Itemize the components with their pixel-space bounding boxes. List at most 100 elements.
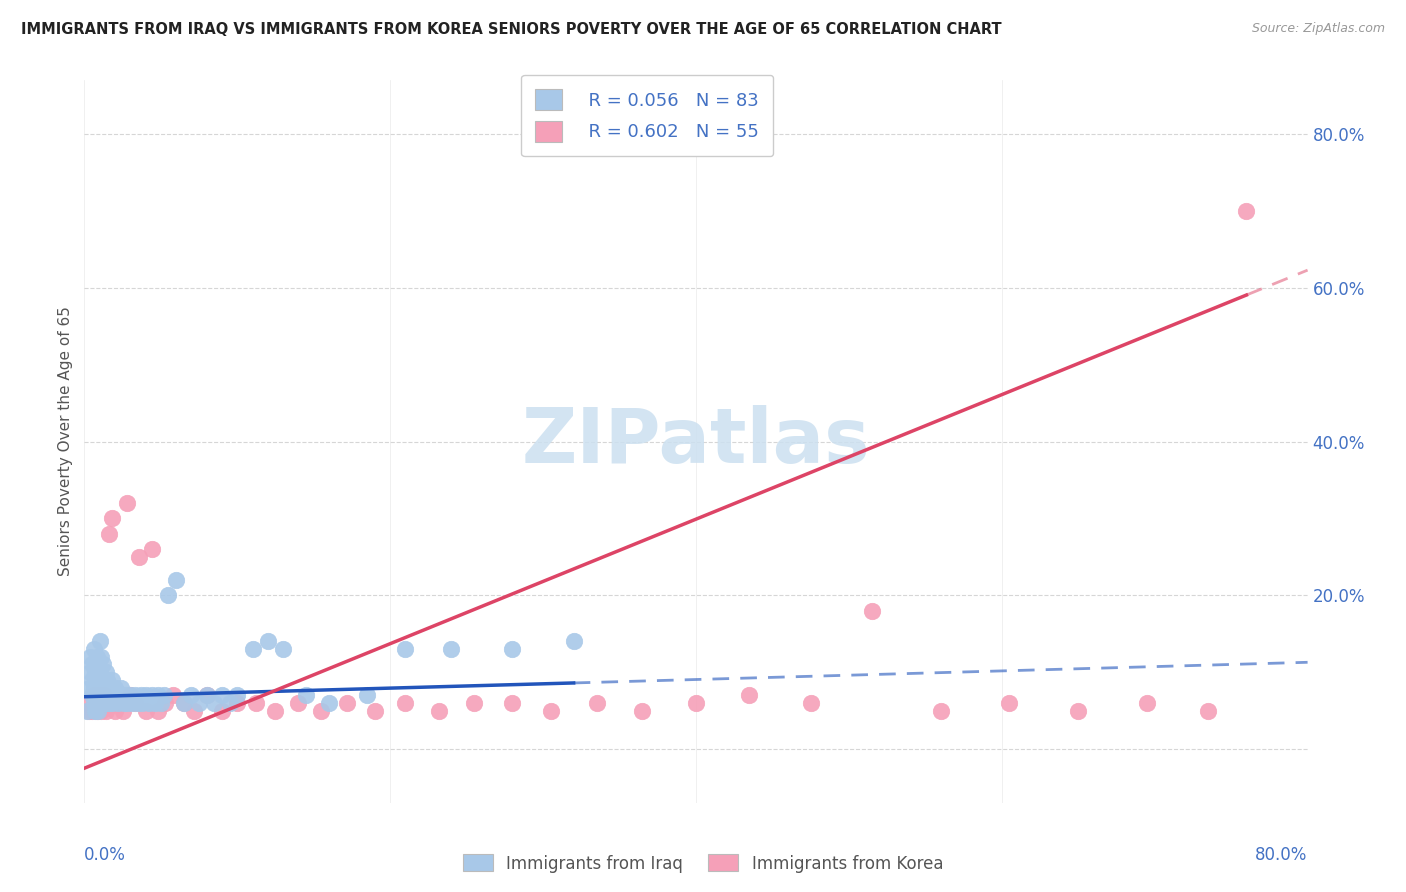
Point (120, 688, 142, 702)
Point (77, 681, 100, 695)
Point (107, 696, 129, 710)
Point (183, 704, 205, 718)
Point (120, 688, 142, 702)
Point (77, 704, 100, 718)
Point (1067, 704, 1090, 718)
Point (87, 673, 110, 687)
Point (91, 657, 114, 672)
Point (188, 696, 211, 710)
Point (173, 696, 195, 710)
Point (98, 688, 121, 702)
Point (138, 696, 160, 710)
Point (202, 696, 225, 710)
Point (141, 542, 163, 557)
Point (180, 688, 202, 702)
Point (96, 696, 118, 710)
Point (218, 696, 240, 710)
Point (226, 688, 249, 702)
Point (96, 688, 118, 702)
Text: Source: ZipAtlas.com: Source: ZipAtlas.com (1251, 22, 1385, 36)
Point (94, 696, 117, 710)
Point (135, 704, 157, 718)
Point (97, 681, 120, 695)
Point (87, 688, 110, 702)
Point (101, 511, 124, 525)
Point (336, 696, 359, 710)
Point (111, 688, 134, 702)
Point (242, 642, 264, 657)
Point (87, 704, 110, 718)
Point (562, 634, 585, 648)
Point (364, 704, 387, 718)
Point (394, 642, 416, 657)
Point (128, 549, 150, 564)
Point (104, 681, 127, 695)
Point (104, 704, 127, 718)
Point (93, 688, 115, 702)
Point (101, 673, 124, 687)
Point (89, 681, 111, 695)
Point (124, 688, 146, 702)
Point (440, 642, 463, 657)
Point (91, 681, 114, 695)
Point (800, 696, 823, 710)
Point (86, 681, 108, 695)
Point (91, 696, 114, 710)
Point (90, 688, 112, 702)
Point (245, 696, 267, 710)
Text: 0.0%: 0.0% (84, 847, 127, 864)
Point (295, 688, 318, 702)
Point (195, 688, 218, 702)
Point (97, 696, 120, 710)
Point (311, 704, 333, 718)
Point (101, 696, 124, 710)
Point (89, 696, 111, 710)
Point (86, 704, 108, 718)
Point (211, 704, 233, 718)
Point (115, 496, 138, 510)
Point (631, 704, 654, 718)
Y-axis label: Seniors Poverty Over the Age of 65: Seniors Poverty Over the Age of 65 (58, 307, 73, 576)
Point (83, 642, 105, 657)
Point (195, 688, 218, 702)
Point (502, 696, 524, 710)
Point (94, 665, 117, 680)
Point (356, 688, 378, 702)
Point (80, 688, 103, 702)
Point (86, 649, 108, 664)
Point (585, 696, 607, 710)
Point (540, 704, 562, 718)
Legend:   R = 0.056   N = 83,   R = 0.602   N = 55: R = 0.056 N = 83, R = 0.602 N = 55 (520, 75, 773, 156)
Point (87, 688, 110, 702)
Text: ZIPatlas: ZIPatlas (522, 405, 870, 478)
Point (394, 696, 416, 710)
Point (131, 696, 153, 710)
Point (157, 588, 180, 602)
Point (112, 696, 135, 710)
Point (90, 704, 112, 718)
Point (86, 696, 108, 710)
Point (84, 665, 107, 680)
Point (287, 696, 309, 710)
Point (83, 688, 105, 702)
Point (153, 688, 176, 702)
Point (211, 688, 233, 702)
Point (427, 704, 450, 718)
Point (738, 688, 761, 702)
Point (107, 696, 129, 710)
Point (143, 696, 166, 710)
Point (264, 704, 287, 718)
Point (84, 696, 107, 710)
Point (80, 673, 103, 687)
Point (141, 688, 163, 702)
Point (80, 704, 103, 718)
Point (165, 573, 187, 587)
Point (146, 704, 169, 718)
Point (89, 696, 111, 710)
Point (89, 634, 111, 648)
Point (127, 696, 149, 710)
Point (76, 704, 98, 718)
Point (115, 696, 138, 710)
Point (1136, 696, 1159, 710)
Point (90, 673, 112, 687)
